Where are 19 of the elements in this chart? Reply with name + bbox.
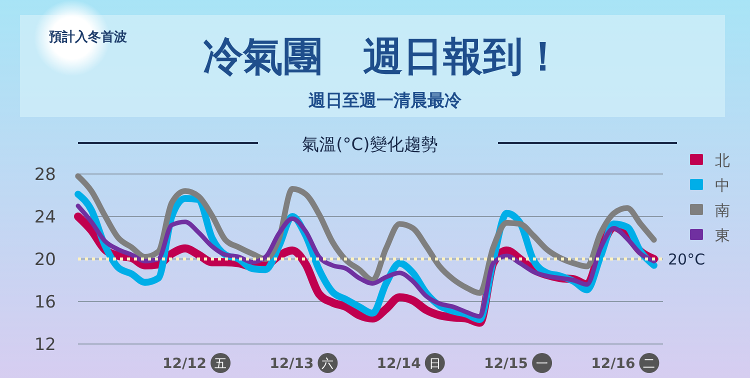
ref-line-label: 20°C bbox=[668, 250, 706, 268]
text: 氣溫(°C)變化趨勢 bbox=[302, 135, 438, 155]
x-tick-label: 12/12 五 bbox=[162, 356, 227, 372]
y-tick-label: 24 bbox=[34, 207, 56, 228]
legend-label: 南 bbox=[715, 201, 730, 220]
text: 預計入冬首波 bbox=[48, 29, 128, 45]
y-tick-label: 12 bbox=[34, 334, 56, 355]
y-tick-label: 28 bbox=[34, 164, 56, 185]
x-tick-label: 12/15 一 bbox=[484, 356, 548, 372]
y-tick-label: 20 bbox=[34, 250, 56, 270]
y-tick-label: 16 bbox=[34, 292, 56, 312]
legend-label: 北 bbox=[715, 151, 730, 170]
chart-title: 冷氣團 週日報到！ bbox=[203, 34, 563, 80]
legend-label: 中 bbox=[715, 176, 730, 194]
x-tick-label: 12/16 二 bbox=[591, 356, 656, 372]
legend-label: 東 bbox=[715, 226, 730, 244]
chart-subtitle: 週日至週一清晨最冷 bbox=[308, 91, 462, 111]
x-tick-label: 12/13 六 bbox=[270, 356, 334, 372]
x-tick-label: 12/14 日 bbox=[376, 356, 441, 372]
